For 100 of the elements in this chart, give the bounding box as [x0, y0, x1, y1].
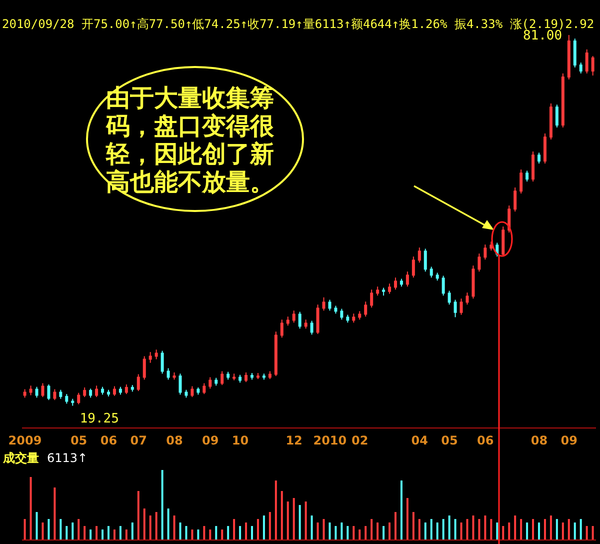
bar: [185, 526, 188, 540]
candlestick: [190, 386, 194, 398]
x-tick-label: 05: [441, 434, 458, 448]
candlestick: [77, 392, 80, 405]
bar: [544, 519, 546, 540]
bar: [400, 480, 402, 540]
bar: [538, 522, 540, 540]
bar: [233, 519, 236, 540]
x-tick-label: 06: [477, 434, 494, 448]
bar: [592, 526, 594, 540]
candlestick: [328, 299, 332, 312]
bar: [113, 530, 116, 540]
x-tick-label: 12: [286, 434, 302, 448]
candlestick: [406, 271, 409, 288]
candlestick: [394, 277, 397, 290]
bar: [203, 526, 206, 540]
bar: [346, 526, 349, 540]
candlestick: [280, 319, 284, 338]
candlestick: [53, 388, 56, 401]
bar: [24, 519, 26, 540]
candlestick: [244, 372, 248, 383]
bar: [90, 530, 92, 540]
bar: [227, 526, 230, 540]
candlestick: [376, 286, 380, 296]
bar: [239, 526, 242, 540]
bar: [484, 516, 486, 540]
candlestick: [41, 382, 44, 398]
bar: [304, 502, 307, 540]
bar: [520, 519, 522, 540]
bar: [119, 526, 122, 540]
bar: [274, 480, 277, 540]
candlestick: [304, 319, 308, 330]
candlestick: [591, 56, 594, 76]
bar: [262, 516, 265, 540]
bar: [394, 512, 396, 540]
bar: [364, 526, 367, 540]
bar: [125, 530, 128, 540]
bar: [418, 519, 420, 540]
x-tick-label: 08: [166, 434, 183, 448]
x-tick-label: 05: [70, 434, 88, 448]
bar: [574, 522, 576, 540]
bar: [149, 516, 152, 540]
bar: [48, 519, 50, 540]
candlestick: [160, 350, 164, 374]
candlestick: [322, 296, 326, 312]
candlestick: [310, 320, 314, 336]
candlestick: [490, 241, 493, 252]
bar: [286, 502, 289, 540]
candlestick: [124, 384, 128, 395]
bar: [448, 516, 450, 540]
x-tick-label: 2010: [313, 434, 347, 448]
bar: [167, 508, 170, 540]
x-tick-label: 2009: [8, 434, 42, 448]
bar: [108, 526, 110, 540]
candlestick: [364, 301, 368, 318]
bar: [191, 530, 194, 540]
candlestick: [526, 170, 529, 182]
bar: [556, 519, 558, 540]
bar: [96, 526, 98, 540]
bar: [30, 477, 32, 540]
bar: [436, 522, 438, 540]
bar: [78, 519, 80, 540]
bar: [514, 516, 516, 540]
bar: [562, 522, 564, 540]
bar: [430, 519, 432, 540]
candlestick: [298, 311, 302, 330]
candlestick: [89, 388, 92, 398]
candlestick: [65, 394, 68, 404]
bar: [382, 526, 385, 540]
bar: [102, 530, 104, 540]
candlestick: [292, 310, 296, 324]
bar: [155, 512, 158, 540]
bar: [568, 519, 570, 540]
bar: [60, 519, 62, 540]
x-tick-label: 07: [130, 434, 147, 448]
candlestick: [484, 244, 487, 260]
bar: [370, 519, 373, 540]
bar: [472, 516, 474, 540]
bar: [340, 522, 343, 540]
bar: [358, 530, 361, 540]
bar: [215, 526, 218, 540]
bar: [42, 522, 44, 540]
candlestick: [442, 275, 445, 296]
candlestick: [166, 368, 170, 380]
candlestick: [418, 247, 421, 264]
bar: [209, 530, 212, 540]
bar: [256, 519, 259, 540]
x-tick-label: 08: [530, 434, 548, 448]
bar: [310, 516, 313, 540]
candlestick: [579, 62, 582, 74]
candlestick: [520, 168, 523, 194]
bar: [586, 526, 588, 540]
bar: [526, 522, 528, 540]
candlestick: [478, 253, 481, 272]
candlestick: [555, 104, 558, 128]
x-tick-label: 09: [560, 434, 578, 448]
bar: [316, 522, 319, 540]
bar: [137, 491, 140, 540]
bar: [245, 522, 248, 540]
bar: [173, 516, 176, 540]
